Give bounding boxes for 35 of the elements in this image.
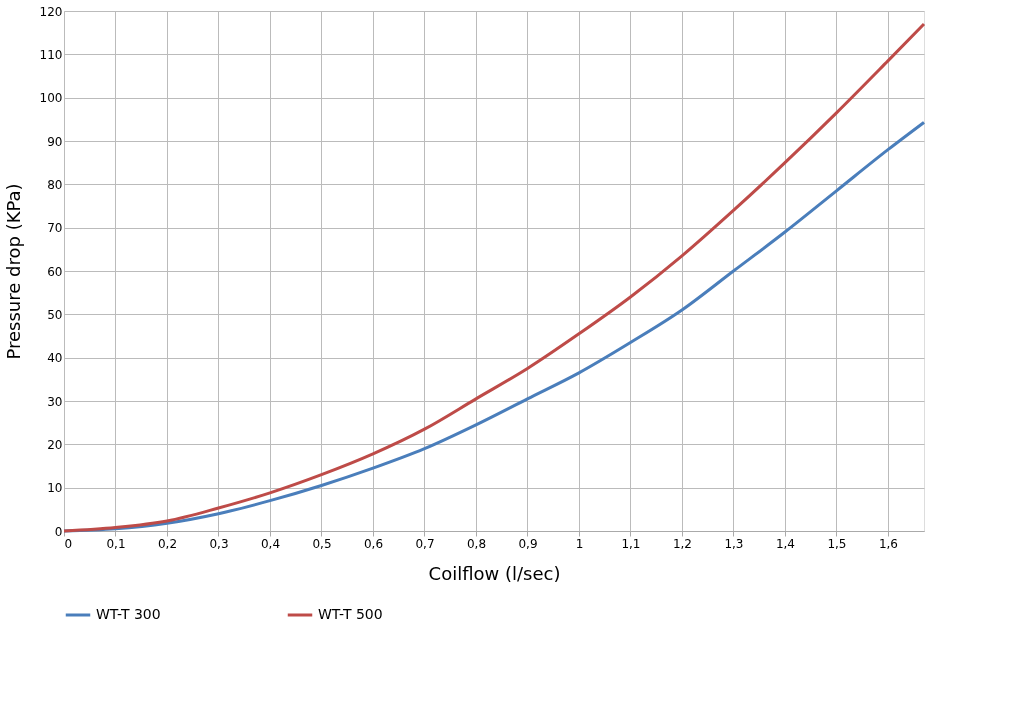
- x-tick-label: 0,2: [157, 536, 178, 551]
- y-tick-label: 10: [47, 481, 63, 496]
- x-tick-label: 0,3: [209, 536, 229, 551]
- y-tick-label: 0: [54, 524, 63, 539]
- x-tick-label: 0,7: [415, 536, 435, 551]
- y-tick-label: 120: [39, 4, 63, 19]
- y-tick-label: 60: [47, 264, 63, 279]
- y-tick-label: 30: [47, 394, 63, 409]
- x-tick-label: 1,6: [878, 536, 898, 551]
- x-tick-label: 0,5: [312, 536, 332, 551]
- x-tick-label: 0,8: [466, 536, 487, 551]
- x-tick-label: 0,9: [518, 536, 538, 551]
- x-tick-label: 0: [64, 536, 73, 551]
- x-tick-label: 0,1: [106, 536, 126, 551]
- y-tick-label: 80: [47, 177, 63, 192]
- y-tick-label: 90: [47, 134, 63, 149]
- x-tick-label: 0,6: [363, 536, 384, 551]
- y-tick-label: 70: [47, 221, 63, 236]
- line-series: [62, 22, 926, 533]
- y-tick-label: 20: [47, 437, 63, 452]
- x-tick-label: 1,4: [775, 536, 795, 551]
- x-tick-label: 1,1: [621, 536, 641, 551]
- x-axis-title: Coilflow (l/sec): [428, 562, 561, 584]
- y-tick-label: 40: [47, 351, 63, 366]
- y-tick-label: 100: [39, 91, 63, 106]
- y-tick-label: 50: [47, 307, 63, 322]
- y-axis-title: Pressure drop (KPa): [2, 183, 24, 360]
- x-tick-label: 0,4: [260, 536, 281, 551]
- x-tick-label: 1: [575, 536, 584, 551]
- legend-label: WT-T 300: [96, 606, 161, 622]
- y-tick-label: 110: [39, 47, 63, 62]
- x-tick-label: 1,2: [672, 536, 693, 551]
- legend-label: WT-T 500: [318, 606, 383, 622]
- x-tick-label: 1,5: [827, 536, 847, 551]
- x-tick-label: 1,3: [724, 536, 744, 551]
